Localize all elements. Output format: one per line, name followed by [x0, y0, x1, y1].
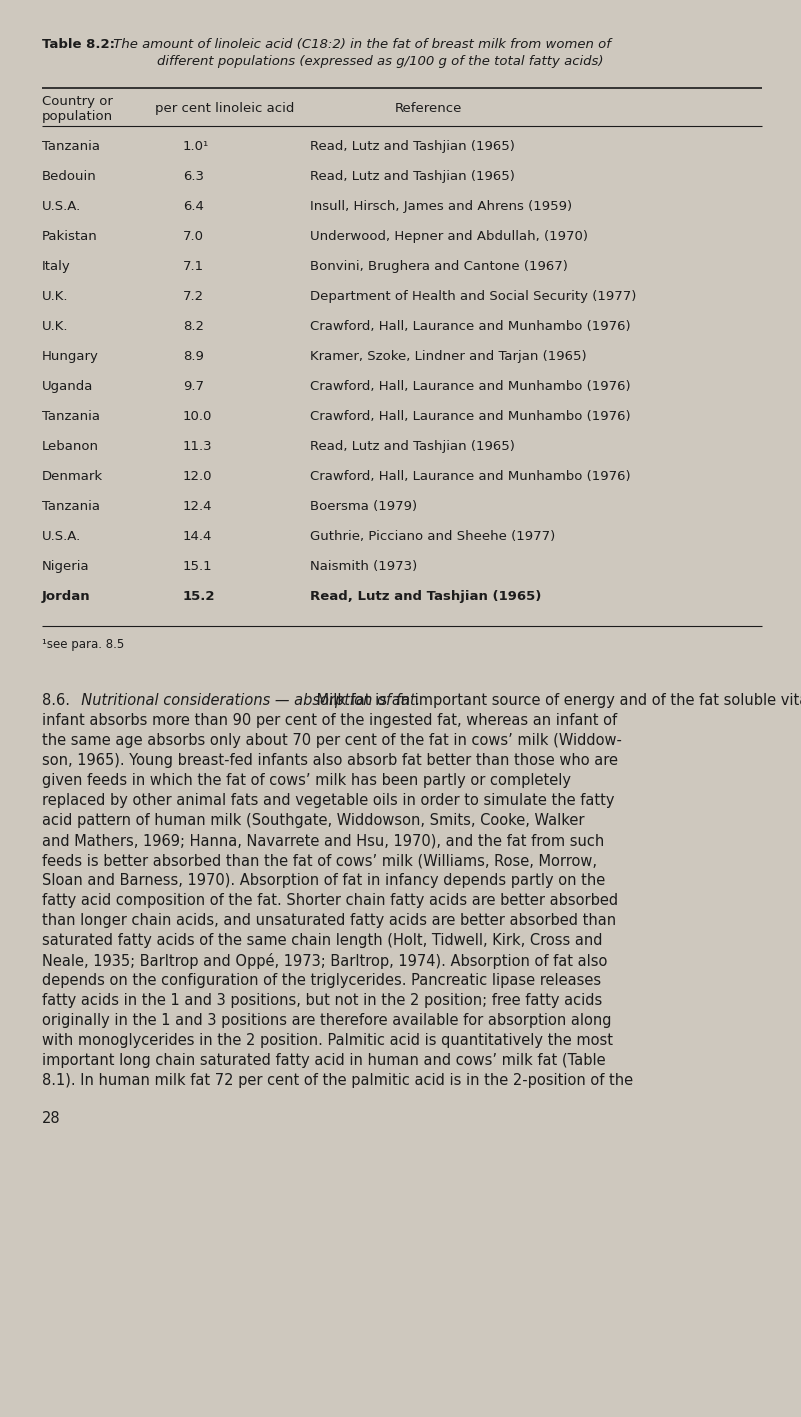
Text: 14.4: 14.4 [183, 530, 212, 543]
Text: 12.0: 12.0 [183, 470, 212, 483]
Text: 1.0¹: 1.0¹ [183, 140, 209, 153]
Text: 8.1). In human milk fat 72 per cent of the palmitic acid is in the 2-position of: 8.1). In human milk fat 72 per cent of t… [42, 1073, 633, 1088]
Text: Italy: Italy [42, 259, 70, 273]
Text: 15.2: 15.2 [183, 589, 215, 604]
Text: Crawford, Hall, Laurance and Munhambo (1976): Crawford, Hall, Laurance and Munhambo (1… [310, 380, 630, 393]
Text: 8.9: 8.9 [183, 350, 204, 363]
Text: acid pattern of human milk (Southgate, Widdowson, Smits, Cooke, Walker: acid pattern of human milk (Southgate, W… [42, 813, 585, 828]
Text: depends on the configuration of the triglycerides. Pancreatic lipase releases: depends on the configuration of the trig… [42, 973, 601, 988]
Text: 7.2: 7.2 [183, 290, 204, 303]
Text: Sloan and Barness, 1970). Absorption of fat in infancy depends partly on the: Sloan and Barness, 1970). Absorption of … [42, 873, 606, 888]
Text: Kramer, Szoke, Lindner and Tarjan (1965): Kramer, Szoke, Lindner and Tarjan (1965) [310, 350, 586, 363]
Text: Crawford, Hall, Laurance and Munhambo (1976): Crawford, Hall, Laurance and Munhambo (1… [310, 320, 630, 333]
Text: Read, Lutz and Tashjian (1965): Read, Lutz and Tashjian (1965) [310, 170, 515, 183]
Text: 9.7: 9.7 [183, 380, 204, 393]
Text: Jordan: Jordan [42, 589, 91, 604]
Text: Bonvini, Brughera and Cantone (1967): Bonvini, Brughera and Cantone (1967) [310, 259, 568, 273]
Text: Naismith (1973): Naismith (1973) [310, 560, 417, 572]
Text: fatty acid composition of the fat. Shorter chain fatty acids are better absorbed: fatty acid composition of the fat. Short… [42, 893, 618, 908]
Text: 28: 28 [42, 1111, 61, 1127]
Text: U.K.: U.K. [42, 290, 69, 303]
Text: infant absorbs more than 90 per cent of the ingested fat, whereas an infant of: infant absorbs more than 90 per cent of … [42, 713, 617, 728]
Text: Milk fat is an important source of energy and of the fat soluble vitamins. At on: Milk fat is an important source of energ… [312, 693, 801, 708]
Text: Nigeria: Nigeria [42, 560, 90, 572]
Text: Uganda: Uganda [42, 380, 94, 393]
Text: Guthrie, Picciano and Sheehe (1977): Guthrie, Picciano and Sheehe (1977) [310, 530, 555, 543]
Text: population: population [42, 111, 113, 123]
Text: Hungary: Hungary [42, 350, 99, 363]
Text: 6.3: 6.3 [183, 170, 204, 183]
Text: different populations (expressed as g/100 g of the total fatty acids): different populations (expressed as g/10… [157, 55, 603, 68]
Text: with monoglycerides in the 2 position. Palmitic acid is quantitatively the most: with monoglycerides in the 2 position. P… [42, 1033, 613, 1049]
Text: replaced by other animal fats and vegetable oils in order to simulate the fatty: replaced by other animal fats and vegeta… [42, 794, 614, 808]
Text: 8.6.: 8.6. [42, 693, 70, 708]
Text: Denmark: Denmark [42, 470, 103, 483]
Text: 7.1: 7.1 [183, 259, 204, 273]
Text: important long chain saturated fatty acid in human and cows’ milk fat (Table: important long chain saturated fatty aci… [42, 1053, 606, 1068]
Text: Read, Lutz and Tashjian (1965): Read, Lutz and Tashjian (1965) [310, 589, 541, 604]
Text: fatty acids in the 1 and 3 positions, but not in the 2 position; free fatty acid: fatty acids in the 1 and 3 positions, bu… [42, 993, 602, 1007]
Text: Read, Lutz and Tashjian (1965): Read, Lutz and Tashjian (1965) [310, 441, 515, 453]
Text: feeds is better absorbed than the fat of cows’ milk (Williams, Rose, Morrow,: feeds is better absorbed than the fat of… [42, 853, 597, 869]
Text: ¹see para. 8.5: ¹see para. 8.5 [42, 638, 124, 650]
Text: 8.2: 8.2 [183, 320, 204, 333]
Text: Department of Health and Social Security (1977): Department of Health and Social Security… [310, 290, 636, 303]
Text: 6.4: 6.4 [183, 200, 204, 213]
Text: 10.0: 10.0 [183, 410, 212, 424]
Text: Lebanon: Lebanon [42, 441, 99, 453]
Text: 7.0: 7.0 [183, 230, 204, 242]
Text: 15.1: 15.1 [183, 560, 212, 572]
Text: Table 8.2:: Table 8.2: [42, 38, 115, 51]
Text: Tanzania: Tanzania [42, 410, 100, 424]
Text: and Mathers, 1969; Hanna, Navarrete and Hsu, 1970), and the fat from such: and Mathers, 1969; Hanna, Navarrete and … [42, 833, 604, 847]
Text: 12.4: 12.4 [183, 500, 212, 513]
Text: saturated fatty acids of the same chain length (Holt, Tidwell, Kirk, Cross and: saturated fatty acids of the same chain … [42, 932, 602, 948]
Text: son, 1965). Young breast-fed infants also absorb fat better than those who are: son, 1965). Young breast-fed infants als… [42, 752, 618, 768]
Text: Pakistan: Pakistan [42, 230, 98, 242]
Text: originally in the 1 and 3 positions are therefore available for absorption along: originally in the 1 and 3 positions are … [42, 1013, 611, 1027]
Text: Read, Lutz and Tashjian (1965): Read, Lutz and Tashjian (1965) [310, 140, 515, 153]
Text: U.S.A.: U.S.A. [42, 530, 81, 543]
Text: Crawford, Hall, Laurance and Munhambo (1976): Crawford, Hall, Laurance and Munhambo (1… [310, 470, 630, 483]
Text: Neale, 1935; Barltrop and Oppé, 1973; Barltrop, 1974). Absorption of fat also: Neale, 1935; Barltrop and Oppé, 1973; Ba… [42, 954, 607, 969]
Text: Tanzania: Tanzania [42, 500, 100, 513]
Text: U.K.: U.K. [42, 320, 69, 333]
Text: Reference: Reference [395, 102, 462, 115]
Text: Nutritional considerations — absorption of fat.: Nutritional considerations — absorption … [72, 693, 421, 708]
Text: Bedouin: Bedouin [42, 170, 97, 183]
Text: Crawford, Hall, Laurance and Munhambo (1976): Crawford, Hall, Laurance and Munhambo (1… [310, 410, 630, 424]
Text: Underwood, Hepner and Abdullah, (1970): Underwood, Hepner and Abdullah, (1970) [310, 230, 588, 242]
Text: than longer chain acids, and unsaturated fatty acids are better absorbed than: than longer chain acids, and unsaturated… [42, 913, 616, 928]
Text: per cent linoleic acid: per cent linoleic acid [155, 102, 295, 115]
Text: Insull, Hirsch, James and Ahrens (1959): Insull, Hirsch, James and Ahrens (1959) [310, 200, 572, 213]
Text: The amount of linoleic acid (C18:2) in the fat of breast milk from women of: The amount of linoleic acid (C18:2) in t… [109, 38, 611, 51]
Text: given feeds in which the fat of cows’ milk has been partly or completely: given feeds in which the fat of cows’ mi… [42, 774, 571, 788]
Text: Country or: Country or [42, 95, 113, 108]
Text: Tanzania: Tanzania [42, 140, 100, 153]
Text: U.S.A.: U.S.A. [42, 200, 81, 213]
Text: Boersma (1979): Boersma (1979) [310, 500, 417, 513]
Text: the same age absorbs only about 70 per cent of the fat in cows’ milk (Widdow-: the same age absorbs only about 70 per c… [42, 733, 622, 748]
Text: 11.3: 11.3 [183, 441, 212, 453]
